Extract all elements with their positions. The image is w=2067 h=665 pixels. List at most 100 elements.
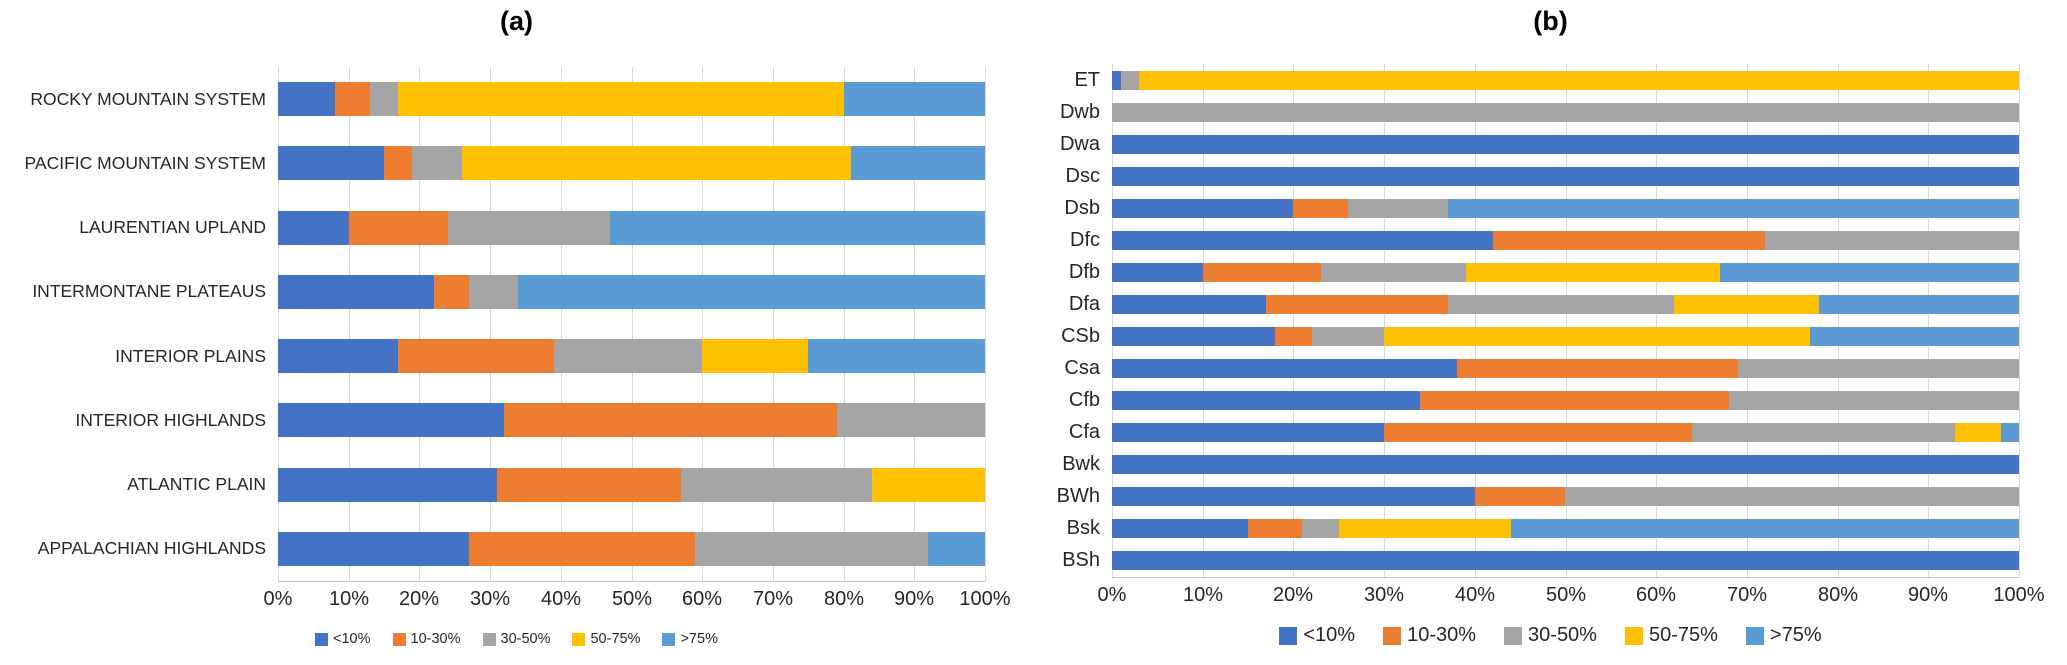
x-tick-label: 10% — [328, 588, 370, 610]
bar-segment — [1275, 327, 1312, 347]
bar-segment — [1112, 423, 1385, 443]
bar-segment — [1420, 391, 1729, 411]
bar-row — [278, 517, 985, 581]
bar-segment — [850, 146, 985, 181]
legend-swatch — [392, 632, 406, 646]
bar-row — [1112, 256, 2019, 288]
bar-segment — [461, 146, 851, 181]
bar-row — [1112, 545, 2019, 577]
bar-segment — [518, 274, 985, 309]
stacked-bar — [278, 531, 985, 566]
stacked-bar — [278, 403, 985, 438]
category-label: BSh — [1062, 549, 1100, 572]
bar-segment — [334, 82, 370, 117]
bar-segment — [1112, 198, 1294, 218]
bar-segment — [1139, 70, 2019, 90]
bar-segment — [468, 274, 519, 309]
bar-row — [1112, 385, 2019, 417]
bar-row — [1112, 128, 2019, 160]
bar-segment — [1692, 423, 1956, 443]
bar-row — [1112, 353, 2019, 385]
legend-swatch — [315, 632, 329, 646]
bar-segment — [1112, 102, 2019, 122]
x-tick-label: 0% — [1097, 584, 1127, 606]
bar-segment — [1112, 391, 1421, 411]
gridline — [419, 67, 420, 581]
bar-segment — [447, 210, 611, 245]
bar-segment — [1737, 359, 2019, 379]
bar-segment — [836, 403, 985, 438]
x-tick-label: 100% — [1993, 584, 2045, 606]
chart-b-title: (b) — [1533, 6, 1568, 36]
category-label: Dfb — [1068, 260, 1100, 283]
stacked-bar — [1112, 198, 2019, 218]
legend-swatch — [482, 632, 496, 646]
bar-segment — [1320, 262, 1466, 282]
bar-segment — [1112, 70, 1122, 90]
bar-segment — [1112, 166, 2019, 186]
category-label: Dwa — [1059, 132, 1100, 155]
bar-segment — [702, 339, 809, 374]
stacked-bar — [278, 274, 985, 309]
bar-segment — [1674, 294, 1820, 314]
bar-segment — [497, 467, 681, 502]
bar-segment — [1465, 262, 1720, 282]
x-tick-label: 30% — [1363, 584, 1405, 606]
category-label: Dfa — [1068, 292, 1100, 315]
bar-segment — [1202, 262, 1321, 282]
bar-row — [1112, 224, 2019, 256]
bar-segment — [1819, 294, 2019, 314]
category-label: INTERIOR PLAINS — [115, 345, 266, 366]
stacked-bar — [1112, 391, 2019, 411]
x-tick-label: 40% — [540, 588, 582, 610]
bar-segment — [278, 467, 498, 502]
stacked-bar — [1112, 327, 2019, 347]
bar-row — [1112, 321, 2019, 353]
x-tick-label: 30% — [469, 588, 511, 610]
bar-segment — [1302, 519, 1339, 539]
x-tick-label: 50% — [611, 588, 653, 610]
bar-segment — [1765, 230, 2019, 250]
bar-segment — [384, 146, 413, 181]
stacked-bar — [278, 339, 985, 374]
legend-item: >75% — [662, 631, 718, 647]
x-tick-label: 20% — [1272, 584, 1314, 606]
chart-b-legend: <10% 10-30% 30-50% 50-75% >75% — [1034, 624, 2067, 647]
x-axis-line — [278, 581, 985, 582]
bar-segment — [928, 531, 985, 566]
category-label: Bwk — [1062, 453, 1100, 476]
legend-swatch — [662, 632, 676, 646]
bar-row — [1112, 449, 2019, 481]
legend-item: 30-50% — [1504, 624, 1597, 647]
legend-item: 10-30% — [1383, 624, 1476, 647]
stacked-bar — [1112, 294, 2019, 314]
chart-a-title: (a) — [500, 6, 533, 36]
bar-row — [1112, 64, 2019, 96]
gridline — [1747, 64, 1748, 577]
bar-row — [1112, 481, 2019, 513]
gridline — [1475, 64, 1476, 577]
category-label: INTERMONTANE PLATEAUS — [32, 281, 266, 302]
gridline — [561, 67, 562, 581]
x-tick-label: 70% — [752, 588, 794, 610]
bar-segment — [871, 467, 985, 502]
x-tick-label: 20% — [398, 588, 440, 610]
bar-segment — [1384, 423, 1693, 443]
chart-a-category-labels: ROCKY MOUNTAIN SYSTEM PACIFIC MOUNTAIN SY… — [0, 0, 266, 665]
bar-segment — [1293, 198, 1348, 218]
bar-segment — [1810, 327, 2019, 347]
legend-label: >75% — [1769, 624, 1822, 646]
bar-segment — [504, 403, 837, 438]
bar-segment — [1112, 455, 2019, 475]
legend-label: 50-75% — [590, 631, 641, 647]
category-label: Dwb — [1059, 100, 1100, 123]
x-tick-label: 70% — [1726, 584, 1768, 606]
gridline — [1203, 64, 1204, 577]
stacked-bar — [1112, 359, 2019, 379]
legend-label: 30-50% — [500, 631, 551, 647]
gridline — [702, 67, 703, 581]
bar-segment — [278, 82, 335, 117]
bar-row — [278, 388, 985, 452]
bar-segment — [1447, 294, 1675, 314]
